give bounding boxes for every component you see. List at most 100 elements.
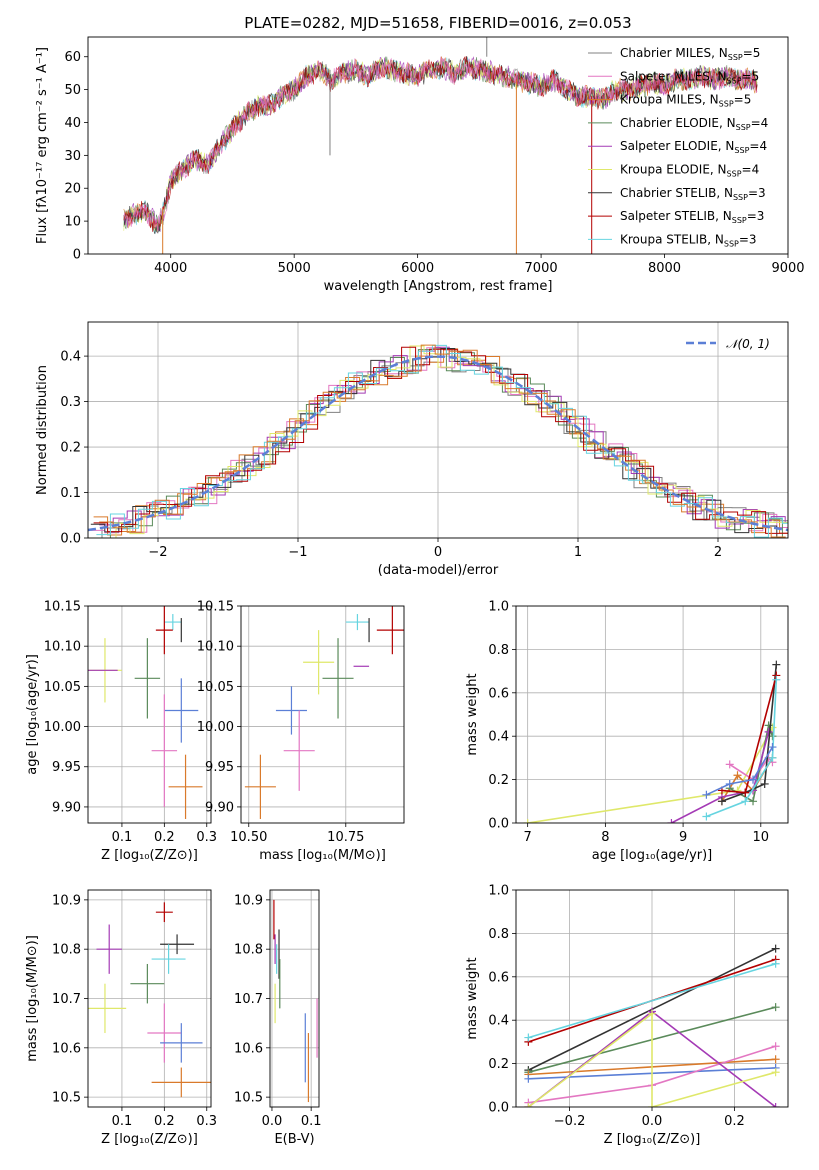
y-axis-label: Normed distribution: [35, 365, 50, 495]
y-tick-label: 1.0: [488, 884, 509, 899]
y-tick-label: 20: [64, 182, 81, 197]
plot-area: [88, 322, 788, 538]
mass-weight-marker: [768, 753, 777, 762]
legend-tail: =3: [748, 186, 766, 200]
mass-weight-marker: [702, 812, 711, 821]
x-tick-label: 0.2: [154, 1114, 175, 1129]
plot-area: [270, 890, 319, 1107]
y-tick-label: 30: [64, 149, 81, 164]
mass-weight-marker: [648, 1009, 656, 1018]
x-tick-label: 0.1: [112, 830, 133, 845]
x-tick-label: 9000: [771, 261, 804, 276]
axes-frame: [87, 36, 789, 255]
x-tick-label: 10.50: [230, 830, 267, 845]
y-tick-label: 10.5: [52, 1091, 81, 1106]
y-tick-label: 40: [64, 116, 81, 131]
x-tick-label: −2: [148, 545, 167, 560]
y-tick-label: 0.8: [488, 643, 509, 658]
spectrum-series: [123, 56, 758, 232]
y-tick-label: 9.95: [52, 760, 81, 775]
histogram-series: [96, 348, 788, 538]
y-tick-label: 10.7: [52, 992, 81, 1007]
mass-weight-marker: [760, 779, 769, 788]
x-tick-label: 8: [601, 830, 609, 845]
legend-label: Chabrier MILES, NSSP=5: [620, 46, 760, 62]
y-tick-label: 10.6: [234, 1041, 263, 1056]
y-tick-label: 10.7: [234, 992, 263, 1007]
x-tick-label: 0.1: [112, 1114, 133, 1129]
legend-sub: SSP: [732, 216, 747, 225]
y-tick-label: 10.05: [197, 680, 234, 695]
axes-frame: [87, 605, 212, 824]
y-tick-label: 0.3: [60, 395, 81, 410]
panel-1: 4000 5000 6000 7000 8000 9000 0 10 20 30 40 50 60 wav…: [35, 14, 805, 294]
x-tick-label: 5000: [278, 261, 311, 276]
y-tick-label: 0.0: [488, 1101, 509, 1116]
y-tick-label: 10: [64, 215, 81, 230]
legend-label: Chabrier ELODIE, NSSP=4: [620, 116, 768, 132]
y-tick-label: 10.5: [234, 1091, 263, 1106]
x-axis-label: mass [log₁₀(M/M⊙)]: [259, 848, 386, 863]
mass-weight-marker: [771, 1042, 780, 1051]
x-tick-label: 0.2: [154, 830, 175, 845]
mass-weight-marker: [725, 779, 734, 788]
y-tick-label: 0.8: [488, 927, 509, 942]
legend-sub: SSP: [728, 53, 743, 62]
legend-tail: =5: [742, 69, 760, 83]
y-tick-label: 10.05: [44, 680, 81, 695]
histogram-series: [99, 344, 788, 538]
mass-weight-marker: [772, 675, 781, 684]
y-tick-label: 0.1: [60, 486, 81, 501]
y-tick-label: 10.00: [197, 720, 234, 735]
mass-weight-marker: [733, 771, 742, 780]
panel-6: 0.1 0.2 0.3 10.5 10.6 10.7 10.8 10.9 Z [log₁₀(Z/…: [25, 889, 217, 1147]
y-axis-label: Flux [fλ10⁻¹⁷ erg cm⁻² s⁻¹ A⁻¹]: [35, 47, 50, 244]
x-tick-label: 0.3: [196, 1114, 217, 1129]
legend-tail: =3: [739, 232, 757, 246]
y-tick-label: 0.2: [488, 773, 509, 788]
mass-weight-marker: [524, 1074, 533, 1083]
axes-frame: [87, 321, 789, 539]
mass-weight-marker: [702, 790, 711, 799]
y-tick-label: 0.2: [60, 441, 81, 456]
mass-weight-marker: [771, 1003, 780, 1012]
mass-weight-marker: [523, 819, 532, 823]
legend-tail: =4: [749, 139, 767, 153]
panel-4: 10.50 10.75 9.90 9.95 10.00 10.05 10.10 10.15 ma…: [197, 600, 405, 863]
y-tick-label: 9.90: [52, 800, 81, 815]
mass-weight-marker: [667, 819, 676, 823]
legend-sub: SSP: [736, 123, 751, 132]
x-tick-label: 1: [574, 545, 582, 560]
histogram-series: [99, 346, 788, 529]
x-axis-label: Z [log₁₀(Z/Z⊙)]: [101, 848, 198, 863]
legend-label: Salpeter ELODIE, NSSP=4: [620, 139, 767, 155]
x-tick-label: 9: [679, 830, 687, 845]
legend-sub: SSP: [727, 170, 742, 179]
y-tick-label: 50: [64, 83, 81, 98]
mass-weight-series: [528, 963, 776, 1039]
x-tick-label: 0.0: [262, 1114, 283, 1129]
y-tick-label: 0.4: [488, 730, 509, 745]
legend-label: Salpeter STELIB, NSSP=3: [620, 209, 764, 225]
legend-sub: SSP: [733, 193, 748, 202]
panel-7: 0.0 0.1 10.5 10.6 10.7 10.8 10.9 E(B-V): [234, 889, 322, 1147]
axes-frame: [87, 889, 212, 1108]
plot-area: [88, 890, 211, 1107]
x-tick-label: 0.3: [196, 830, 217, 845]
y-tick-label: 10.9: [234, 893, 263, 908]
mass-weight-series: [721, 664, 778, 803]
mass-weight-marker: [772, 660, 781, 669]
y-tick-label: 1.0: [488, 600, 509, 615]
panel-5: 7 8 9 10 0.0 0.2 0.4 0.6 0.8 1.0 age [log₁₀(age/yr…: [465, 600, 789, 863]
axes-frame: [515, 605, 789, 824]
y-tick-label: 10.9: [52, 893, 81, 908]
x-tick-label: 10.75: [327, 830, 364, 845]
legend-label: Salpeter MILES, NSSP=5: [620, 69, 759, 85]
mass-weight-marker: [771, 1055, 780, 1064]
axes-frame: [269, 889, 320, 1108]
legend-tail: =4: [742, 163, 760, 177]
mass-weight-marker: [741, 797, 750, 806]
x-tick-label: 4000: [154, 261, 187, 276]
mass-weight-marker: [524, 1033, 533, 1042]
y-axis-label: age [log₁₀(age/yr)]: [25, 654, 40, 775]
